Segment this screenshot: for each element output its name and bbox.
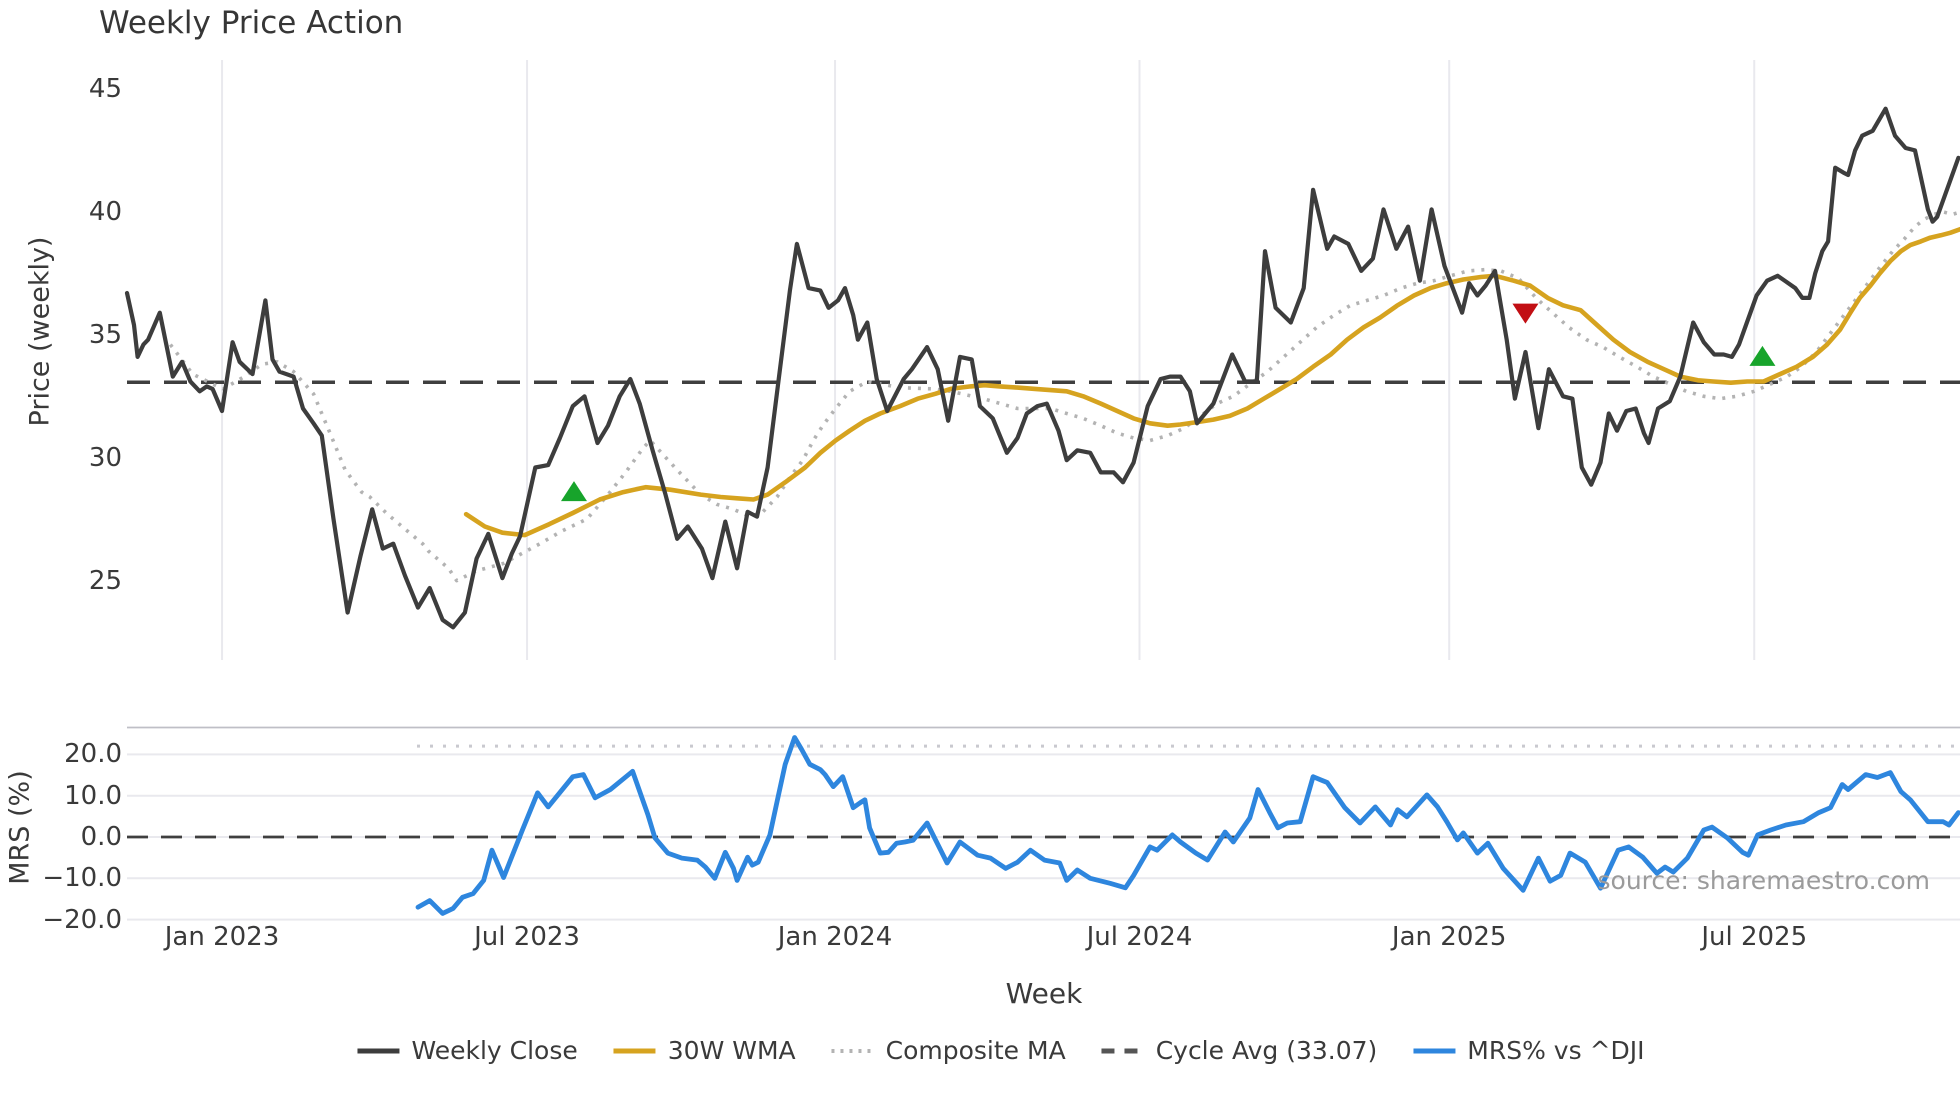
legend-label: MRS% vs ^DJI [1467,1036,1645,1065]
xtick-jul-2023: Jul 2023 [474,922,580,952]
mrs-ytick--10: −10.0 [42,863,122,894]
legend-item-30w-wma: 30W WMA [612,1036,796,1065]
x-axis-label: Week [1005,977,1083,1010]
xtick-jan-2023: Jan 2023 [164,922,280,952]
wma-30w-line [463,226,1960,538]
xtick-jan-2024: Jan 2024 [777,922,893,952]
xtick-jul-2024: Jul 2024 [1086,922,1193,952]
mrs-line-swatch [1413,1048,1456,1053]
mrs-ytick-0: 0.0 [80,822,122,852]
composite-ma-line-swatch [831,1048,874,1053]
composite-ma-line [168,210,1960,583]
cycle-avg-line-swatch [1101,1048,1144,1053]
legend-label: Cycle Avg (33.07) [1155,1036,1378,1065]
price-ytick-30: 30 [88,442,122,473]
price-ytick-45: 45 [88,74,122,104]
xtick-jul-2025: Jul 2025 [1701,922,1808,952]
mrs-ytick--20: −20.0 [42,904,122,935]
weekly-close-line-swatch [357,1048,400,1053]
page-title: Weekly Price Action [99,5,404,41]
buy-signal-triangle [560,481,587,502]
wma-line-swatch [613,1048,656,1053]
weekly-close-line [124,106,1960,630]
legend: Weekly Close 30W WMA Composite MA Cycle … [355,1036,1645,1065]
price-ytick-35: 35 [88,319,122,350]
legend-item-weekly-close: Weekly Close [355,1036,578,1065]
price-ytick-40: 40 [88,196,122,227]
xtick-jan-2025: Jan 2025 [1391,922,1507,952]
sell-signal-triangle [1512,303,1539,324]
price-ytick-25: 25 [88,565,122,596]
mrs-ytick-10: 10.0 [64,780,122,811]
legend-item-cycle-avg: Cycle Avg (33.07) [1100,1036,1378,1065]
legend-label: 30W WMA [667,1036,796,1065]
mrs-axis-label: MRS (%) [4,770,36,885]
legend-item-composite-ma: Composite MA [830,1036,1066,1065]
legend-item-mrs: MRS% vs ^DJI [1411,1036,1645,1065]
legend-label: Weekly Close [411,1036,578,1065]
buy-signal-triangle [1749,345,1776,366]
mrs-ytick-20: 20.0 [64,739,122,770]
mrs-line [415,735,1960,916]
source-watermark: source: sharemaestro.com [1597,866,1931,895]
legend-label: Composite MA [885,1036,1066,1065]
